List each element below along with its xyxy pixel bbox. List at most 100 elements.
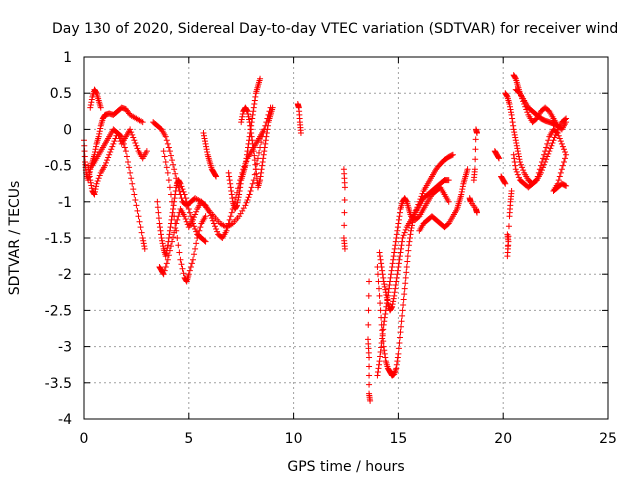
data-point-marker bbox=[202, 238, 209, 245]
data-point-marker bbox=[226, 173, 233, 180]
data-point-marker bbox=[377, 300, 384, 307]
data-point-marker bbox=[507, 106, 514, 113]
data-point-marker bbox=[382, 354, 389, 361]
data-point-marker bbox=[387, 278, 394, 285]
data-point-marker bbox=[508, 109, 515, 116]
data-point-marker bbox=[537, 162, 544, 169]
data-point-marker bbox=[245, 144, 252, 151]
data-point-marker bbox=[238, 116, 245, 123]
data-point-marker bbox=[366, 354, 373, 361]
data-point-marker bbox=[191, 251, 198, 258]
data-point-marker bbox=[264, 122, 271, 129]
data-point-marker bbox=[223, 227, 230, 234]
x-axis-label: GPS time / hours bbox=[287, 459, 404, 475]
data-point-marker bbox=[236, 187, 243, 194]
data-point-marker bbox=[247, 126, 254, 133]
data-point-marker bbox=[538, 158, 545, 165]
data-point-marker bbox=[88, 182, 95, 189]
data-point-marker bbox=[176, 249, 183, 256]
data-point-marker bbox=[166, 227, 173, 234]
data-point-marker bbox=[130, 134, 137, 141]
data-point-marker bbox=[175, 242, 182, 249]
data-point-marker bbox=[375, 278, 382, 285]
data-point-marker bbox=[555, 132, 562, 139]
data-point-marker bbox=[165, 177, 172, 184]
data-point-marker bbox=[269, 104, 276, 111]
data-point-marker bbox=[177, 180, 184, 187]
data-point-marker bbox=[169, 238, 176, 245]
data-point-marker bbox=[401, 291, 408, 298]
data-point-marker bbox=[515, 174, 522, 181]
data-point-marker bbox=[548, 142, 555, 149]
data-point-marker bbox=[173, 220, 180, 227]
data-point-marker bbox=[366, 381, 373, 388]
data-point-marker bbox=[392, 242, 399, 249]
data-point-marker bbox=[379, 335, 386, 342]
data-point-marker bbox=[182, 195, 189, 202]
data-point-marker bbox=[366, 363, 373, 370]
data-point-marker bbox=[404, 253, 411, 260]
data-point-marker bbox=[244, 108, 251, 115]
data-point-marker bbox=[523, 106, 530, 113]
data-point-marker bbox=[458, 191, 465, 198]
data-point-marker bbox=[513, 139, 520, 146]
data-point-marker bbox=[396, 256, 403, 263]
data-point-marker bbox=[86, 173, 93, 180]
data-point-marker bbox=[250, 148, 257, 155]
y-tick-label: 1 bbox=[63, 50, 72, 66]
data-point-marker bbox=[556, 135, 563, 142]
data-point-marker bbox=[391, 245, 398, 252]
data-point-marker bbox=[412, 209, 419, 216]
data-point-marker bbox=[123, 153, 130, 160]
data-point-marker bbox=[159, 237, 166, 244]
data-point-marker bbox=[166, 148, 173, 155]
data-point-marker bbox=[202, 140, 209, 147]
data-point-marker bbox=[560, 158, 567, 165]
data-point-marker bbox=[393, 278, 400, 285]
data-point-marker bbox=[375, 365, 382, 372]
data-point-marker bbox=[189, 256, 196, 263]
series-arc-02 bbox=[87, 86, 104, 111]
data-point-marker bbox=[160, 148, 167, 155]
data-point-marker bbox=[162, 133, 169, 140]
data-point-marker bbox=[131, 191, 138, 198]
data-point-marker bbox=[253, 170, 260, 177]
data-point-marker bbox=[161, 153, 168, 160]
data-point-marker bbox=[562, 149, 569, 156]
data-point-marker bbox=[396, 209, 403, 216]
data-point-marker bbox=[257, 75, 264, 82]
data-point-marker bbox=[520, 167, 527, 174]
data-point-marker bbox=[160, 243, 167, 250]
data-point-marker bbox=[392, 282, 399, 289]
data-point-marker bbox=[392, 366, 399, 373]
data-point-marker bbox=[227, 184, 234, 191]
data-point-marker bbox=[194, 235, 201, 241]
data-point-marker bbox=[381, 281, 388, 288]
data-point-marker bbox=[249, 115, 256, 122]
data-point-marker bbox=[414, 204, 421, 211]
data-point-marker bbox=[379, 327, 386, 334]
data-point-marker bbox=[393, 274, 400, 281]
y-tick-label: -3.5 bbox=[45, 376, 72, 392]
data-point-marker bbox=[164, 140, 171, 147]
x-tick-label: 20 bbox=[494, 431, 512, 447]
data-point-marker bbox=[196, 227, 203, 234]
data-point-marker bbox=[81, 153, 88, 160]
data-point-marker bbox=[445, 177, 452, 184]
data-point-marker bbox=[393, 235, 400, 241]
data-point-marker bbox=[547, 145, 554, 152]
data-point-marker bbox=[400, 296, 407, 303]
data-point-marker bbox=[399, 238, 406, 245]
data-point-marker bbox=[408, 225, 415, 232]
data-point-marker bbox=[474, 209, 480, 216]
data-point-marker bbox=[171, 229, 178, 236]
data-point-marker bbox=[242, 202, 249, 209]
data-point-marker bbox=[200, 130, 207, 137]
data-point-marker bbox=[377, 353, 384, 360]
data-point-marker bbox=[390, 256, 397, 263]
data-point-marker bbox=[394, 358, 401, 365]
data-point-marker bbox=[558, 140, 565, 147]
data-point-marker bbox=[557, 169, 564, 176]
data-point-marker bbox=[394, 354, 401, 361]
data-point-marker bbox=[252, 166, 259, 173]
